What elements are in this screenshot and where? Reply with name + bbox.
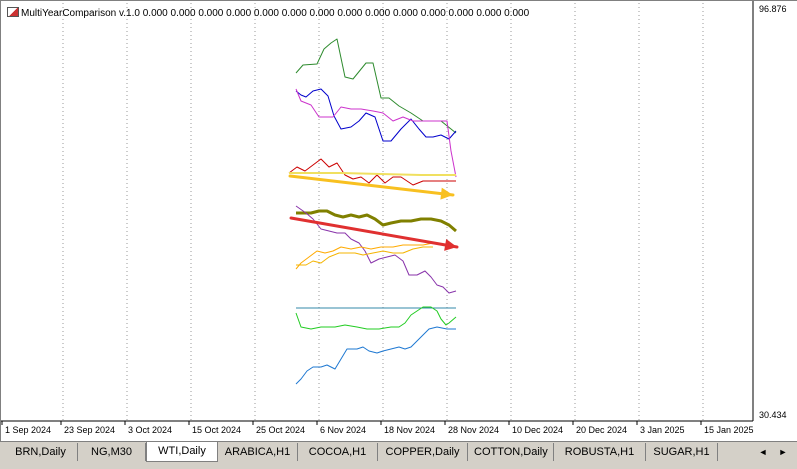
tab-sugar-h1[interactable]: SUGAR,H1 bbox=[646, 443, 718, 461]
indicator-icon bbox=[7, 7, 19, 17]
series-lime bbox=[295, 306, 457, 330]
series-yellow bbox=[289, 172, 456, 176]
series-orange-a bbox=[295, 242, 442, 270]
time-label-11: 15 Jan 2025 bbox=[704, 425, 754, 435]
time-label-4: 25 Oct 2024 bbox=[256, 425, 306, 435]
tab-cotton-daily[interactable]: COTTON,Daily bbox=[468, 443, 554, 461]
tab-cocoa-h1[interactable]: COCOA,H1 bbox=[298, 443, 378, 461]
chart-plot[interactable] bbox=[1, 1, 797, 442]
tab-scroll-right-button[interactable]: ► bbox=[778, 447, 788, 457]
trend-arrow-orange-head bbox=[440, 187, 453, 200]
price-axis-top: 96.876 bbox=[759, 4, 787, 14]
symbol-tab-bar: BRN,Daily NG,M30 WTI,Daily ARABICA,H1 COCOA,… bbox=[0, 441, 797, 469]
series-orange-b bbox=[296, 246, 433, 266]
series-olive bbox=[296, 209, 457, 233]
series-blue bbox=[295, 88, 457, 142]
series-red bbox=[288, 158, 456, 186]
tab-scroll-left-button[interactable]: ◄ bbox=[758, 447, 768, 457]
trend-arrow-red-shaft bbox=[289, 216, 459, 249]
time-label-10: 3 Jan 2025 bbox=[640, 425, 685, 435]
time-label-2: 3 Oct 2024 bbox=[128, 425, 173, 435]
indicator-label: MultiYearComparison v.1.0 0.000 0.000 0.… bbox=[7, 7, 529, 19]
series-green bbox=[295, 38, 457, 134]
time-label-7: 28 Nov 2024 bbox=[448, 425, 500, 435]
time-label-5: 6 Nov 2024 bbox=[320, 425, 367, 435]
tab-arabica-h1[interactable]: ARABICA,H1 bbox=[218, 443, 298, 461]
tab-brn-daily[interactable]: BRN,Daily bbox=[4, 443, 78, 461]
chart-window[interactable]: MultiYearComparison v.1.0 0.000 0.000 0.… bbox=[0, 0, 797, 441]
time-label-9: 20 Dec 2024 bbox=[576, 425, 628, 435]
time-label-6: 18 Nov 2024 bbox=[384, 425, 436, 435]
trend-arrow-red-head bbox=[444, 239, 457, 251]
price-axis-bottom: 30.434 bbox=[759, 410, 787, 420]
time-label-0: 1 Sep 2024 bbox=[5, 425, 52, 435]
tab-robusta-h1[interactable]: ROBUSTA,H1 bbox=[554, 443, 646, 461]
time-label-1: 23 Sep 2024 bbox=[64, 425, 116, 435]
indicator-text: MultiYearComparison v.1.0 0.000 0.000 0.… bbox=[21, 8, 530, 19]
tab-copper-daily[interactable]: COPPER,Daily bbox=[378, 443, 468, 461]
series-magenta bbox=[295, 88, 457, 178]
trend-arrow-orange-shaft bbox=[288, 174, 455, 197]
series-purple bbox=[295, 205, 457, 294]
time-label-8: 10 Dec 2024 bbox=[512, 425, 564, 435]
tab-wti-daily[interactable]: WTI,Daily bbox=[146, 442, 218, 462]
series-azure bbox=[295, 326, 456, 385]
tab-ng-m30[interactable]: NG,M30 bbox=[78, 443, 146, 461]
time-label-3: 15 Oct 2024 bbox=[192, 425, 242, 435]
